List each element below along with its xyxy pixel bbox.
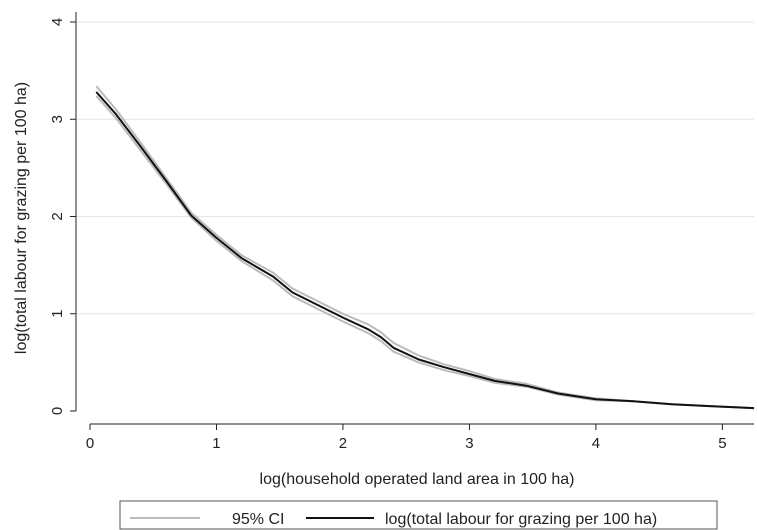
y-tick-label: 3: [49, 115, 66, 123]
x-tick-label: 0: [86, 435, 94, 452]
ci-series: [95, 85, 755, 410]
legend-box: [119, 500, 718, 530]
y-axis-title: log(total labour for grazing per 100 ha): [13, 82, 30, 354]
main-series-line: [95, 91, 755, 410]
main-series: [95, 91, 755, 410]
x-axis-title: log(household operated land area in 100 …: [260, 471, 575, 488]
y-tick-label: 4: [49, 18, 66, 26]
legend: 95% CI log(total labour for grazing per …: [119, 500, 718, 530]
tick-labels: 0 1 2 3 4 0 1 2 3 4 5: [49, 18, 727, 452]
x-tick-label: 1: [212, 435, 220, 452]
legend-main-label: log(total labour for grazing per 100 ha): [385, 511, 657, 528]
legend-ci-label: 95% CI: [232, 511, 284, 528]
y-tick-label: 2: [49, 212, 66, 220]
x-tick-label: 3: [465, 435, 473, 452]
gridlines: [77, 21, 754, 315]
ci-upper-line: [95, 85, 755, 410]
axes: [75, 12, 754, 425]
x-tick-label: 2: [339, 435, 347, 452]
y-tick-label: 1: [49, 310, 66, 318]
y-tick-label: 0: [49, 407, 66, 415]
x-tick-label: 5: [718, 435, 726, 452]
x-tick-label: 4: [592, 435, 600, 452]
